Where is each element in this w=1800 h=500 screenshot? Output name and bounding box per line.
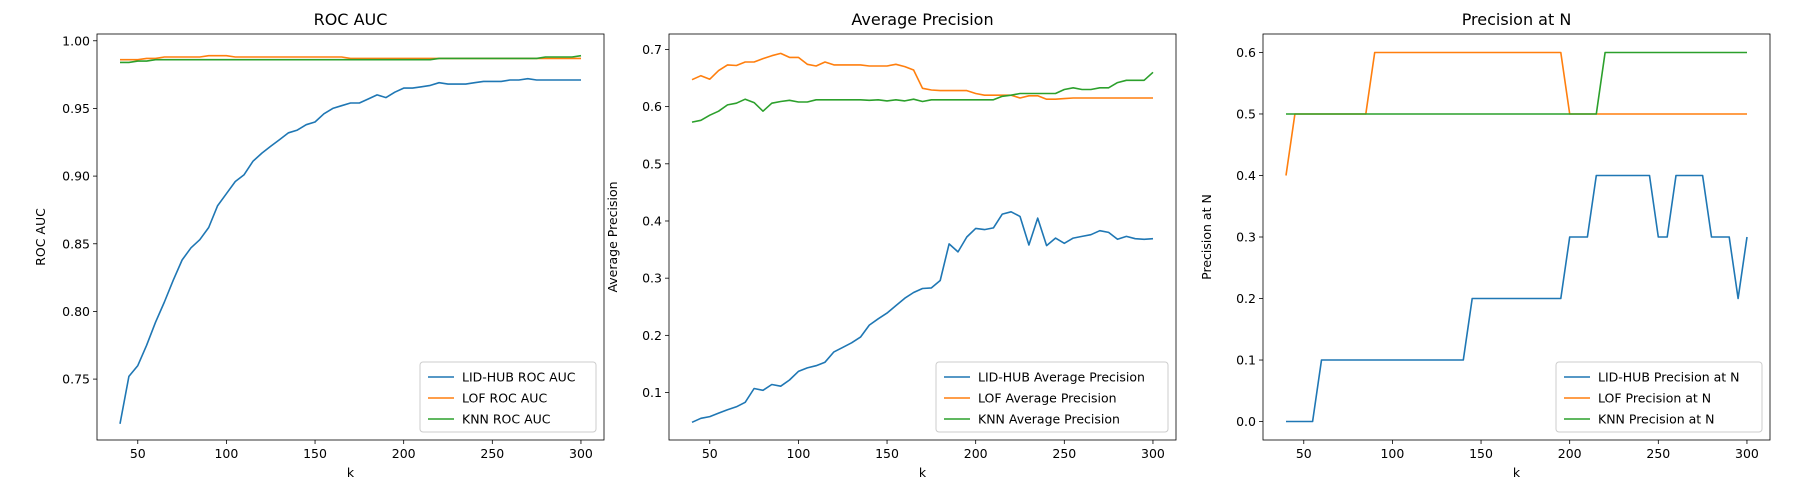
series-line-2 <box>691 52 1153 100</box>
legend-entry: LOF Precision at N <box>1598 391 1711 406</box>
legend: LID-HUB Precision at N LOF Precision at N… <box>1555 361 1763 433</box>
chart-title: Average Precision <box>851 10 993 29</box>
x-axis-label: k <box>1513 465 1521 480</box>
series-line-1 <box>691 211 1154 424</box>
legend-entry: LOF Average Precision <box>978 391 1117 406</box>
chart-title: Precision at N <box>1462 10 1572 29</box>
series-line-1 <box>119 77 581 424</box>
y-tick-label: 1.00 <box>62 33 90 48</box>
x-tick-label: 150 <box>875 446 899 461</box>
plot-frame <box>668 33 1177 441</box>
y-tick-label: 0.1 <box>1236 353 1256 368</box>
legend-entry: LID-HUB ROC AUC <box>462 370 576 385</box>
legend-entry: KNN ROC AUC <box>462 412 551 427</box>
legend-entry: KNN Average Precision <box>978 412 1120 427</box>
legend-entry: KNN Precision at N <box>1598 412 1715 427</box>
x-tick-label: 300 <box>1141 446 1165 461</box>
y-tick-label: 0.2 <box>1236 291 1256 306</box>
x-tick-label: 150 <box>1469 446 1493 461</box>
y-tick-label: 0.0 <box>1236 414 1256 429</box>
x-tick-label: 50 <box>130 446 146 461</box>
x-axis-label: k <box>347 465 355 480</box>
legend-box <box>419 361 597 433</box>
y-tick-label: 0.4 <box>642 213 662 228</box>
x-tick-label: 200 <box>1558 446 1582 461</box>
y-tick-label: 0.3 <box>642 271 662 286</box>
y-tick-label: 0.1 <box>642 385 662 400</box>
legend: LID-HUB Average Precision LOF Average Pre… <box>935 361 1169 433</box>
x-tick-label: 300 <box>1735 446 1759 461</box>
series-line-3 <box>1286 51 1747 115</box>
x-tick-label: 50 <box>1296 446 1312 461</box>
legend: LID-HUB ROC AUC LOF ROC AUC KNN ROC AUC <box>419 361 597 433</box>
x-tick-label: 200 <box>392 446 416 461</box>
y-tick-label: 0.4 <box>1236 168 1256 183</box>
y-tick-label: 0.3 <box>1236 230 1256 245</box>
chart-title: ROC AUC <box>314 10 388 29</box>
y-tick-label: 0.6 <box>1236 45 1256 60</box>
legend-box <box>935 361 1169 433</box>
y-tick-label: 0.6 <box>642 99 662 114</box>
x-tick-label: 250 <box>480 446 504 461</box>
x-tick-label: 50 <box>702 446 718 461</box>
legend-entry: LID-HUB Average Precision <box>978 370 1145 385</box>
y-tick-label: 0.5 <box>1236 106 1256 121</box>
x-tick-label: 200 <box>964 446 988 461</box>
y-tick-label: 0.80 <box>62 304 90 319</box>
y-tick-label: 0.85 <box>62 236 90 251</box>
legend-box <box>1555 361 1763 433</box>
x-tick-label: 250 <box>1646 446 1670 461</box>
y-axis-label: ROC AUC <box>33 208 48 266</box>
chart-panel-2: Average Precision 50 100 150 200 250 300 0.1 0.2… <box>605 10 1177 480</box>
plot-frame <box>96 33 605 441</box>
legend-entry: LID-HUB Precision at N <box>1598 370 1740 385</box>
y-tick-label: 0.75 <box>62 372 90 387</box>
x-tick-label: 250 <box>1052 446 1076 461</box>
y-axis-label: Average Precision <box>605 181 620 292</box>
chart-panel-1: ROC AUC 50 100 150 200 250 300 0.75 0.80 0.85 0.90… <box>33 10 605 480</box>
x-tick-label: 100 <box>1380 446 1404 461</box>
series-line-1 <box>1286 174 1748 423</box>
x-axis-label: k <box>919 465 927 480</box>
y-tick-label: 0.7 <box>642 42 662 57</box>
y-tick-label: 0.5 <box>642 156 662 171</box>
x-tick-label: 100 <box>214 446 238 461</box>
y-tick-label: 0.95 <box>62 101 90 116</box>
y-tick-label: 0.90 <box>62 169 90 184</box>
x-tick-label: 100 <box>786 446 810 461</box>
legend-entry: LOF ROC AUC <box>462 391 547 406</box>
series-line-3 <box>120 54 582 64</box>
y-tick-label: 0.2 <box>642 328 662 343</box>
x-tick-label: 150 <box>303 446 327 461</box>
series-line-3 <box>691 71 1154 123</box>
chart-panel-3: Precision at N 50 100 150 200 250 300 0.0 0.1 0.2… <box>1199 10 1771 480</box>
y-axis-label: Precision at N <box>1199 194 1214 280</box>
x-tick-label: 300 <box>569 446 593 461</box>
